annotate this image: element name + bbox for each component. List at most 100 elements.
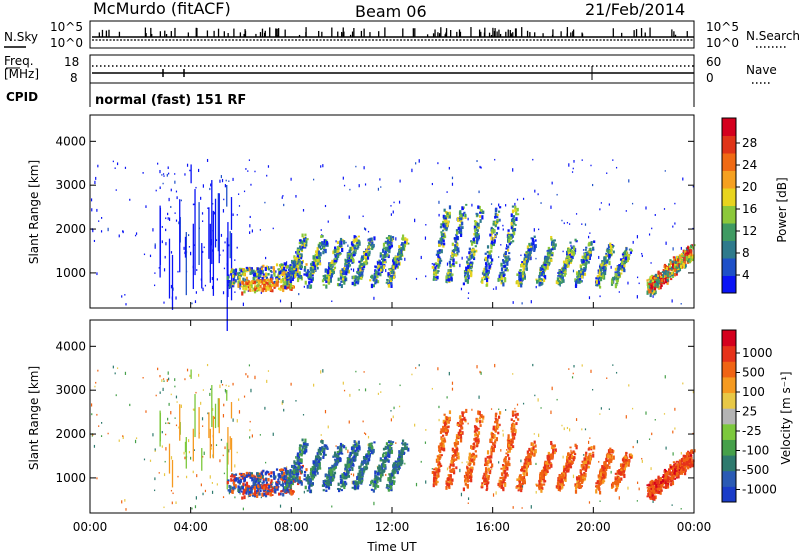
range-gate-cell: [662, 271, 666, 276]
range-gate-cell: [382, 463, 385, 468]
range-gate-cell: [565, 264, 568, 267]
range-gate-cell: [314, 255, 317, 258]
range-gate-cell: [476, 213, 479, 217]
range-gate-cell: [95, 176, 97, 180]
range-gate-cell: [616, 276, 620, 279]
range-gate-cell: [500, 244, 502, 246]
range-gate-cell: [622, 258, 625, 261]
range-gate-cell: [496, 216, 499, 219]
range-gate-cell: [599, 267, 603, 272]
range-gate-cell: [492, 493, 495, 497]
range-gate-cell: [621, 253, 625, 256]
range-gate-cell: [295, 261, 298, 266]
range-gate-cell: [620, 260, 624, 265]
range-gate-cell: [522, 402, 525, 405]
range-gate-cell: [464, 271, 467, 275]
range-gate-cell: [220, 380, 222, 384]
range-gate-cell: [372, 449, 375, 454]
range-gate-cell: [472, 248, 475, 253]
range-gate-cell: [641, 459, 643, 463]
range-gate-cell: [603, 271, 607, 276]
range-gate-cell: [363, 432, 366, 434]
range-gate-cell: [282, 400, 284, 404]
range-gate-cell: [322, 277, 326, 281]
range-gate-cell: [581, 428, 583, 431]
range-gate-cell: [540, 278, 543, 282]
range-gate-cell: [247, 485, 251, 488]
range-gate-cell: [493, 220, 496, 225]
range-gate-cell: [321, 484, 325, 487]
range-gate-cell: [339, 442, 343, 447]
range-gate-cell: [324, 453, 327, 456]
range-gate-cell: [377, 187, 380, 191]
range-gate-cell: [387, 440, 391, 443]
range-gate-cell: [519, 278, 522, 282]
range-gate-cell: [313, 383, 315, 387]
range-gate-cell: [357, 245, 360, 249]
range-gate-cell: [265, 265, 269, 270]
range-gate-cell: [336, 252, 340, 256]
range-gate-cell: [425, 429, 427, 431]
range-gate-cell: [314, 258, 317, 263]
range-gate-cell: [249, 271, 252, 275]
range-gate-cell: [267, 266, 270, 270]
range-gate-cell: [674, 268, 677, 272]
range-gate-cell: [363, 469, 366, 472]
range-gate-cell: [570, 255, 573, 258]
range-gate-cell: [456, 243, 459, 247]
range-gate-cell: [371, 245, 374, 251]
range-gate-cell: [278, 473, 281, 477]
range-gate-cell: [300, 458, 303, 463]
range-gate-cell: [259, 480, 262, 483]
range-gate-cell: [492, 222, 495, 226]
range-gate-cell: [479, 370, 481, 374]
range-gate-cell: [249, 286, 252, 290]
range-gate-cell: [378, 468, 381, 471]
range-gate-cell: [283, 486, 287, 489]
range-gate-cell: [174, 385, 176, 388]
range-gate-cell: [660, 275, 663, 278]
range-gate-cell: [543, 266, 546, 269]
range-gate-cell: [535, 490, 537, 494]
range-gate-cell: [238, 277, 241, 281]
range-gate-cell: [163, 506, 165, 509]
range-gate-cell: [392, 270, 395, 275]
range-gate-cell: [326, 274, 330, 277]
range-gate-cell: [667, 271, 670, 274]
range-gate-cell: [278, 492, 281, 496]
range-gate-cell: [546, 250, 549, 252]
range-gate-cell: [280, 483, 283, 487]
range-gate-cell: [407, 447, 410, 452]
range-gate-cell: [572, 167, 574, 170]
range-gate-cell: [243, 475, 246, 481]
range-gate-cell: [511, 205, 515, 208]
range-gate-cell: [266, 489, 269, 494]
range-gate-cell: [373, 236, 376, 241]
range-gate-cell: [326, 275, 329, 280]
range-gate-cell: [230, 478, 233, 482]
range-gate-cell: [249, 476, 252, 479]
range-gate-cell: [356, 481, 359, 486]
range-gate-cell: [389, 276, 392, 282]
range-gate-cell: [390, 283, 393, 288]
range-gate-cell: [494, 223, 497, 228]
range-gate-cell: [300, 470, 304, 474]
y-tick-label: 2000: [55, 222, 86, 236]
range-gate-cell: [577, 281, 581, 284]
range-gate-cell: [261, 276, 264, 281]
range-gate-cell: [379, 459, 382, 462]
range-gate-cell: [286, 274, 290, 277]
range-gate-cell: [525, 260, 529, 264]
range-gate-cell: [636, 235, 639, 239]
range-gate-cell: [142, 171, 144, 174]
range-gate-cell: [362, 265, 366, 268]
range-gate-cell: [392, 275, 396, 280]
range-gate-cell: [294, 274, 297, 278]
range-gate-cell: [688, 253, 691, 256]
range-gate-cell: [603, 257, 606, 262]
range-gate-cell: [387, 272, 390, 276]
range-gate-cell: [340, 445, 343, 448]
range-gate-cell: [358, 260, 361, 263]
range-gate-cell: [249, 493, 252, 497]
